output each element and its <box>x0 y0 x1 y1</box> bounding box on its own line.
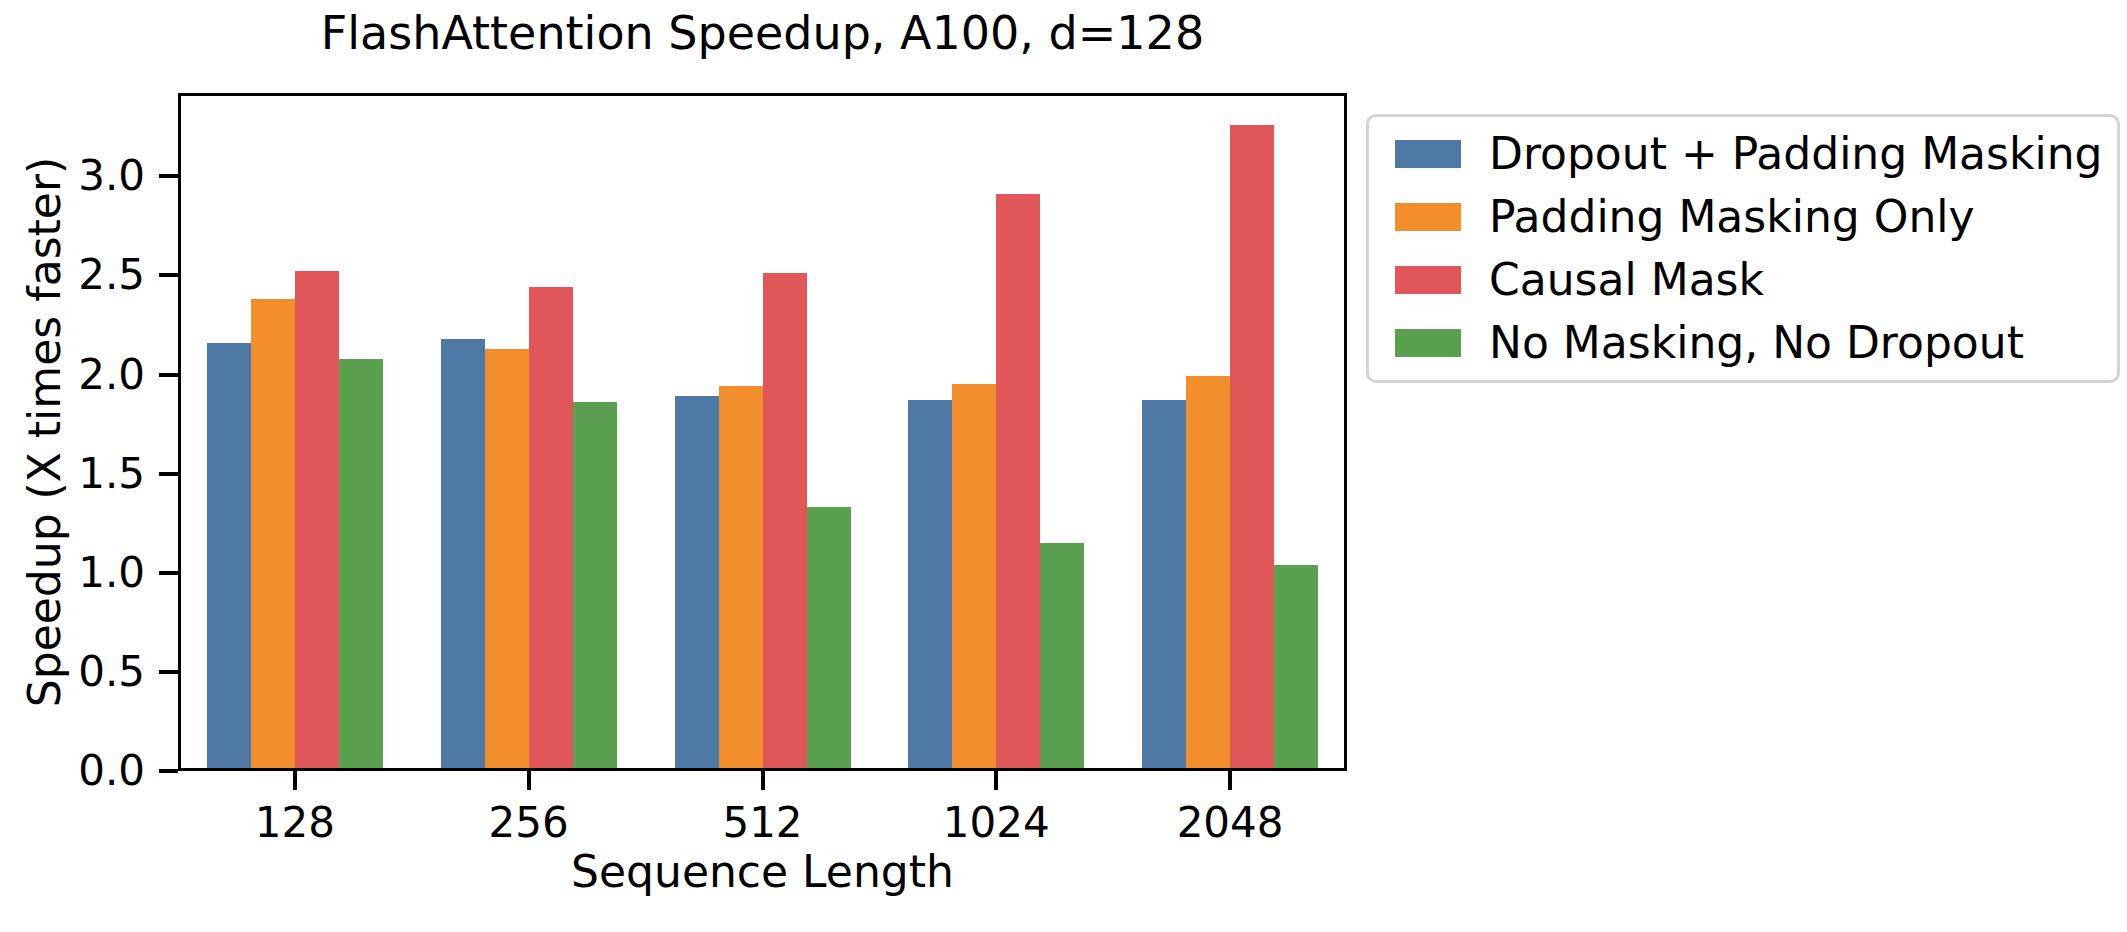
bar-dropout-padding-masking-128 <box>207 343 251 771</box>
legend-swatch-no-masking-no-dropout <box>1395 329 1461 357</box>
y-tick-mark-3.0 <box>159 174 178 178</box>
legend-label: Causal Mask <box>1489 258 1764 302</box>
legend-label: No Masking, No Dropout <box>1489 321 2024 365</box>
y-tick-mark-2.5 <box>159 273 178 277</box>
bar-padding-masking-only-2048 <box>1186 376 1230 771</box>
figure-canvas: FlashAttention Speedup, A100, d=128 Spee… <box>0 0 2127 932</box>
bar-causal-mask-1024 <box>996 194 1040 771</box>
legend-label: Dropout + Padding Masking <box>1489 132 2103 176</box>
y-tick-label-2.0: 2.0 <box>25 354 145 396</box>
bar-no-masking-no-dropout-128 <box>339 359 383 771</box>
y-tick-label-1.0: 1.0 <box>25 552 145 594</box>
bar-dropout-padding-masking-256 <box>441 339 485 771</box>
x-tick-label-128: 128 <box>185 802 405 844</box>
bar-padding-masking-only-512 <box>719 386 763 771</box>
bar-causal-mask-128 <box>295 271 339 771</box>
x-tick-label-512: 512 <box>653 802 873 844</box>
y-tick-mark-1.0 <box>159 571 178 575</box>
y-tick-mark-2.0 <box>159 373 178 377</box>
legend-item-dropout-padding-masking: Dropout + Padding Masking <box>1395 133 2091 175</box>
legend-swatch-dropout-padding-masking <box>1395 140 1461 168</box>
y-tick-label-0.0: 0.0 <box>25 750 145 792</box>
x-tick-mark-512 <box>761 771 765 790</box>
legend: Dropout + Padding Masking Padding Masking… <box>1366 114 2120 383</box>
x-axis-label: Sequence Length <box>178 846 1347 897</box>
bar-dropout-padding-masking-1024 <box>908 400 952 771</box>
x-tick-mark-2048 <box>1228 771 1232 790</box>
bar-padding-masking-only-128 <box>251 299 295 771</box>
y-tick-label-2.5: 2.5 <box>25 254 145 296</box>
bar-no-masking-no-dropout-256 <box>573 402 617 771</box>
bar-dropout-padding-masking-2048 <box>1142 400 1186 771</box>
bar-causal-mask-512 <box>763 273 807 771</box>
x-tick-mark-1024 <box>994 771 998 790</box>
x-tick-label-1024: 1024 <box>886 802 1106 844</box>
y-axis-label: Speedup (X times faster) <box>19 157 70 707</box>
bar-causal-mask-2048 <box>1230 125 1274 771</box>
bar-dropout-padding-masking-512 <box>675 396 719 771</box>
legend-item-padding-masking-only: Padding Masking Only <box>1395 196 2091 238</box>
y-tick-label-1.5: 1.5 <box>25 453 145 495</box>
bar-no-masking-no-dropout-512 <box>807 507 851 771</box>
bar-no-masking-no-dropout-1024 <box>1040 543 1084 771</box>
y-tick-label-0.5: 0.5 <box>25 651 145 693</box>
x-tick-mark-128 <box>293 771 297 790</box>
x-tick-label-2048: 2048 <box>1120 802 1340 844</box>
legend-item-no-masking-no-dropout: No Masking, No Dropout <box>1395 322 2091 364</box>
y-tick-mark-0.0 <box>159 769 178 773</box>
bar-causal-mask-256 <box>529 287 573 771</box>
legend-label: Padding Masking Only <box>1489 195 1975 239</box>
legend-swatch-padding-masking-only <box>1395 203 1461 231</box>
x-tick-mark-256 <box>527 771 531 790</box>
bar-padding-masking-only-1024 <box>952 384 996 771</box>
y-tick-label-3.0: 3.0 <box>25 155 145 197</box>
bar-padding-masking-only-256 <box>485 349 529 771</box>
legend-item-causal-mask: Causal Mask <box>1395 259 2091 301</box>
chart-title: FlashAttention Speedup, A100, d=128 <box>178 6 1347 60</box>
bar-no-masking-no-dropout-2048 <box>1274 565 1318 771</box>
x-tick-label-256: 256 <box>419 802 639 844</box>
y-tick-mark-0.5 <box>159 670 178 674</box>
legend-swatch-causal-mask <box>1395 266 1461 294</box>
y-tick-mark-1.5 <box>159 472 178 476</box>
